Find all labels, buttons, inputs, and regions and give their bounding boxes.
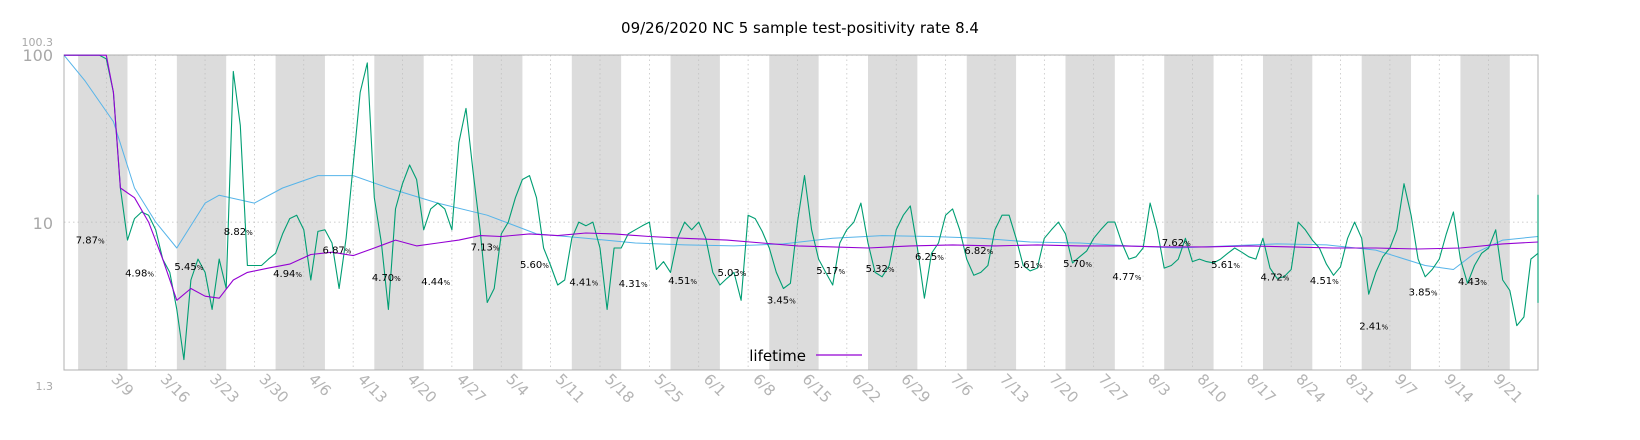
weekly-rate-label: 2.41% xyxy=(1359,321,1388,332)
x-tick-label: 7/13 xyxy=(996,370,1033,407)
x-tick-label: 8/3 xyxy=(1144,370,1174,400)
x-tick-label: 3/30 xyxy=(256,370,293,407)
weekly-rate-label: 4.72% xyxy=(1261,273,1290,284)
x-tick-labels: 3/9 3/16 3/23 3/30 4/6 4/13 4/20 4/27 5/4 5/11 5/1… xyxy=(107,370,1526,407)
weekly-rate-label: 6.87% xyxy=(323,245,352,256)
x-tick-label: 8/10 xyxy=(1194,370,1231,407)
x-tick-label: 4/13 xyxy=(354,370,391,407)
week-band xyxy=(670,55,720,370)
x-tick-label: 5/11 xyxy=(552,370,589,407)
weekly-rate-label: 8.82% xyxy=(224,227,253,238)
grid-lines xyxy=(64,54,1538,370)
x-tick-label: 5/18 xyxy=(601,370,638,407)
x-tick-label: 6/22 xyxy=(848,370,885,407)
weekly-rate-label: 5.03% xyxy=(717,268,746,279)
x-tick-label: 9/21 xyxy=(1490,370,1527,407)
x-tick-label: 4/27 xyxy=(453,370,490,407)
week-band xyxy=(966,55,1017,370)
series-lines xyxy=(63,54,1539,361)
weekly-rate-label: 4.51% xyxy=(668,276,697,287)
y-min-label: 1.3 xyxy=(36,380,54,393)
x-tick-label: 6/29 xyxy=(897,370,934,407)
x-tick-label: 8/17 xyxy=(1243,370,1280,407)
weekly-rate-label: 5.70% xyxy=(1063,259,1092,270)
weekly-rate-label: 5.61% xyxy=(1014,260,1043,271)
y-tick-10: 10 xyxy=(33,214,53,233)
weekly-rate-label: 4.44% xyxy=(421,277,450,288)
weekly-rate-label: 6.82% xyxy=(964,246,993,257)
x-tick-label: 8/31 xyxy=(1342,370,1379,407)
weekly-rate-label: 6.25% xyxy=(915,252,944,263)
x-tick-label: 4/6 xyxy=(305,370,335,400)
legend-label-lifetime: lifetime xyxy=(749,347,806,365)
week-band xyxy=(176,55,227,370)
x-tick-label: 9/7 xyxy=(1391,370,1421,400)
week-band xyxy=(1361,55,1412,370)
weekly-rate-label: 5.60% xyxy=(520,260,549,271)
week-band xyxy=(1460,55,1510,370)
x-tick-label: 6/1 xyxy=(700,370,730,400)
week-band xyxy=(868,55,918,370)
x-tick-label: 4/20 xyxy=(404,370,441,407)
x-tick-label: 9/14 xyxy=(1440,370,1477,407)
week-band xyxy=(473,55,523,370)
x-tick-label: 7/6 xyxy=(947,370,977,400)
weekly-rate-label: 5.45% xyxy=(174,262,203,273)
weekly-rate-label: 4.41% xyxy=(569,277,598,288)
weekly-rate-label: 5.61% xyxy=(1211,260,1240,271)
legend: lifetime xyxy=(749,347,862,365)
x-tick-label: 7/27 xyxy=(1095,370,1132,407)
weekly-rate-label: 4.51% xyxy=(1310,276,1339,287)
x-tick-label: 6/8 xyxy=(749,370,779,400)
week-band xyxy=(275,55,325,370)
week-band xyxy=(374,55,424,370)
week-band xyxy=(78,55,128,370)
weekly-rate-label: 3.85% xyxy=(1409,287,1438,298)
weekly-rate-label: 4.31% xyxy=(619,279,648,290)
weekly-rate-label: 4.94% xyxy=(273,269,302,280)
weekly-rate-label: 4.43% xyxy=(1458,277,1487,288)
weekend-shading xyxy=(78,55,1510,370)
weekly-rate-label: 5.32% xyxy=(866,264,895,275)
week-band xyxy=(769,55,819,370)
x-tick-label: 6/15 xyxy=(799,370,836,407)
weekly-rate-label: 4.77% xyxy=(1112,272,1141,283)
x-tick-label: 7/20 xyxy=(1045,370,1082,407)
x-tick-label: 8/24 xyxy=(1292,370,1329,407)
y-max-label: 100.3 xyxy=(22,36,54,49)
chart-title: 09/26/2020 NC 5 sample test-positivity r… xyxy=(621,19,979,37)
lifetime-line xyxy=(64,54,1539,301)
weekly-rate-label: 5.17% xyxy=(816,266,845,277)
x-tick-label: 3/23 xyxy=(206,370,243,407)
weekly-rate-label: 4.98% xyxy=(125,269,154,280)
x-tick-label: 5/4 xyxy=(502,370,532,400)
week-band xyxy=(1262,55,1313,370)
daily-line xyxy=(64,54,1539,361)
weekly-rate-label: 4.70% xyxy=(372,273,401,284)
trend-line xyxy=(63,54,1539,270)
x-tick-label: 3/9 xyxy=(107,370,137,400)
week-band xyxy=(1065,55,1115,370)
week-band xyxy=(1164,55,1214,370)
x-tick-label: 5/25 xyxy=(651,370,688,407)
weekly-rate-label: 3.45% xyxy=(767,295,796,306)
y-tick-labels: 100.3 100 10 1.3 xyxy=(22,36,54,393)
weekly-rate-label: 7.87% xyxy=(76,235,105,246)
x-tick-label: 3/16 xyxy=(157,370,194,407)
weekly-rate-label: 7.62% xyxy=(1162,238,1191,249)
week-band xyxy=(571,55,622,370)
weekly-rate-labels: 7.87% 4.98% 5.45% 8.82% 4.94% 6.87% 4.70% 4.44%… xyxy=(76,227,1488,332)
weekly-rate-label: 7.13% xyxy=(471,243,500,254)
y-tick-100: 100 xyxy=(22,46,53,65)
